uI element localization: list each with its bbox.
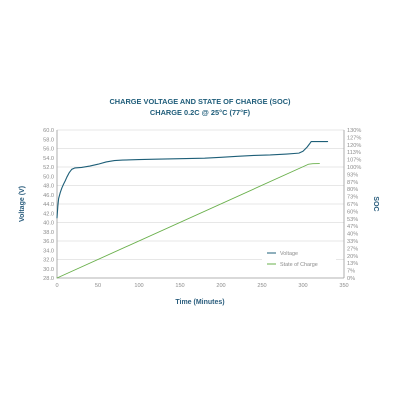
y-right-tick-label: 13% <box>347 261 358 267</box>
legend: Voltage State of Charge <box>262 244 336 272</box>
y-tick-label: 36.0 <box>43 239 54 245</box>
y-right-tick-label: 40% <box>347 232 358 238</box>
y-right-tick-label: 47% <box>347 224 358 230</box>
series-layer <box>56 141 329 279</box>
legend-box <box>262 244 336 272</box>
y-right-tick-label: 60% <box>347 209 358 215</box>
y-right-tick-label: 107% <box>347 158 361 164</box>
x-tick-label: 150 <box>175 283 184 289</box>
gridlines <box>57 129 344 260</box>
y-axis-right-ticks: 0%7% 13%20% 27%33%40% 47%53% 60%67%73% 80%87%… <box>347 128 361 282</box>
y-tick-label: 32.0 <box>43 258 54 264</box>
y-tick-label: 60.0 <box>43 128 54 134</box>
y-right-tick-label: 67% <box>347 202 358 208</box>
y-tick-label: 40.0 <box>43 221 54 227</box>
y-tick-label: 54.0 <box>43 156 54 162</box>
chart-title: CHARGE VOLTAGE AND STATE OF CHARGE (SOC) <box>109 97 291 106</box>
y-right-tick-label: 20% <box>347 254 358 260</box>
y-right-tick-label: 33% <box>347 239 358 245</box>
y-right-tick-label: 53% <box>347 217 358 223</box>
y-tick-label: 34.0 <box>43 248 54 254</box>
series-line-state-of-charge <box>56 163 320 279</box>
y-tick-label: 52.0 <box>43 165 54 171</box>
y-tick-label: 58.0 <box>43 137 54 143</box>
legend-label-soc: State of Charge <box>280 262 318 268</box>
y-right-tick-label: 80% <box>347 187 358 193</box>
x-tick-label: 200 <box>216 283 225 289</box>
y-axis-right-label: SOC <box>372 196 379 211</box>
y-right-tick-label: 93% <box>347 172 358 178</box>
x-axis-label: Time (Minutes) <box>175 299 224 306</box>
series-line-voltage <box>56 141 329 219</box>
chart-subtitle: CHARGE 0.2C @ 25°C (77°F) <box>150 108 251 117</box>
y-tick-label: 42.0 <box>43 211 54 217</box>
y-right-tick-label: 113% <box>347 150 361 156</box>
y-axis-ticks: 28.0 30.0 32.0 34.0 36.0 38.0 40.0 42.0 44.0 46.0… <box>43 128 54 282</box>
x-axis-ticks: 0 50 100 150 200 250 300 350 <box>55 283 348 289</box>
y-right-tick-label: 120% <box>347 143 361 149</box>
y-tick-label: 28.0 <box>43 276 54 282</box>
y-tick-label: 44.0 <box>43 202 54 208</box>
y-tick-label: 30.0 <box>43 267 54 273</box>
y-tick-label: 48.0 <box>43 184 54 190</box>
legend-label-voltage: Voltage <box>280 251 298 257</box>
x-tick-label: 50 <box>95 283 101 289</box>
x-tick-label: 300 <box>298 283 307 289</box>
x-tick-label: 0 <box>55 283 58 289</box>
y-right-tick-label: 127% <box>347 135 361 141</box>
y-right-tick-label: 27% <box>347 246 358 252</box>
y-tick-label: 38.0 <box>43 230 54 236</box>
y-right-tick-label: 7% <box>347 269 355 275</box>
y-right-tick-label: 130% <box>347 128 361 134</box>
x-tick-label: 100 <box>134 283 143 289</box>
y-right-tick-label: 0% <box>347 276 355 282</box>
y-right-tick-label: 73% <box>347 195 358 201</box>
y-right-tick-label: 87% <box>347 180 358 186</box>
y-tick-label: 50.0 <box>43 174 54 180</box>
x-tick-label: 350 <box>339 283 348 289</box>
y-tick-label: 46.0 <box>43 193 54 199</box>
x-tick-label: 250 <box>257 283 266 289</box>
y-tick-label: 56.0 <box>43 147 54 153</box>
y-right-tick-label: 100% <box>347 165 361 171</box>
y-axis-label: Voltage (V) <box>19 186 26 222</box>
